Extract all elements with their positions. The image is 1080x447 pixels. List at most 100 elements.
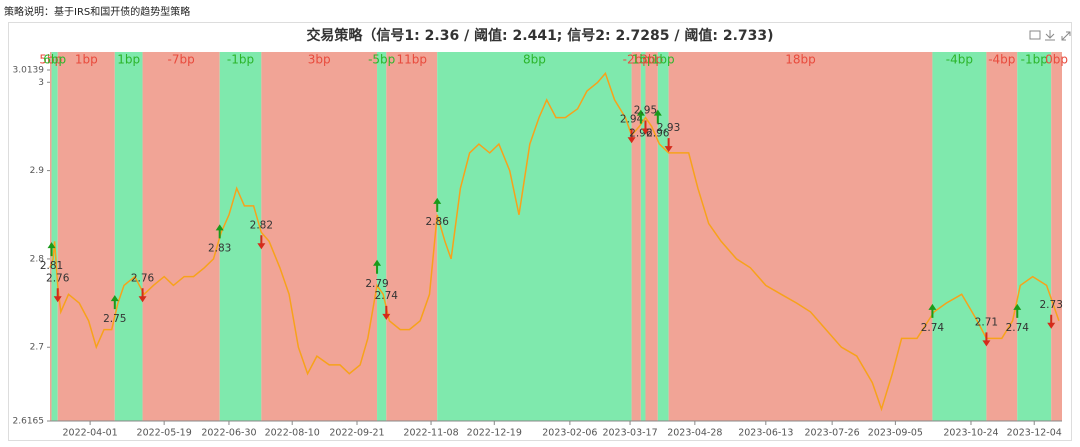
band bbox=[1017, 52, 1052, 421]
band-label: -7bp bbox=[168, 53, 195, 67]
band bbox=[114, 52, 143, 421]
x-tick-label: 2023-12-04 bbox=[1007, 428, 1062, 439]
bands bbox=[50, 52, 1062, 421]
sell-arrow bbox=[1047, 314, 1056, 329]
sell-arrow bbox=[53, 288, 62, 303]
toolbox-zoom[interactable] bbox=[1061, 31, 1071, 41]
sell-arrow bbox=[982, 332, 991, 347]
buy-arrow bbox=[215, 224, 224, 239]
x-tick-label: 2023-10-24 bbox=[943, 428, 998, 439]
band-label: 1bp bbox=[75, 53, 98, 67]
band bbox=[645, 52, 658, 421]
y-tick-label: 2.9 bbox=[30, 166, 45, 176]
band-label: 18bp bbox=[785, 53, 816, 67]
sell-arrow bbox=[664, 138, 673, 153]
x-tick-label: 2023-09-05 bbox=[868, 428, 923, 439]
band bbox=[657, 52, 669, 421]
y-tick-label: 3 bbox=[38, 78, 44, 88]
x-tick-label: 2022-12-19 bbox=[467, 428, 522, 439]
buy-arrow bbox=[1013, 303, 1022, 318]
buy-arrow bbox=[433, 197, 442, 212]
band-label: -1bp bbox=[1021, 53, 1048, 67]
band-label: -2bp bbox=[623, 53, 650, 67]
band bbox=[377, 52, 387, 421]
description: 策略说明：基于IRS和国开债的趋势型策略 bbox=[4, 7, 191, 18]
band-label: 5bp bbox=[39, 53, 62, 67]
x-tick-label: 2022-08-10 bbox=[265, 428, 320, 439]
signal-label: 2.74 bbox=[1006, 322, 1030, 334]
y-tick-label: 3.0139 bbox=[13, 66, 45, 76]
signal-label: 2.82 bbox=[250, 219, 273, 231]
band-label: 1bp bbox=[652, 53, 675, 67]
buy-arrow bbox=[47, 242, 56, 257]
band bbox=[932, 52, 987, 421]
signal-label: 2.79 bbox=[365, 278, 388, 290]
signal-label: 2.73 bbox=[1040, 299, 1063, 311]
band bbox=[668, 52, 933, 421]
band bbox=[142, 52, 220, 421]
toolbox-view[interactable] bbox=[1029, 30, 1041, 40]
band-label: 3bp bbox=[308, 53, 331, 67]
signal-label: 2.86 bbox=[426, 216, 450, 228]
x-tick-label: 2022-09-21 bbox=[329, 428, 384, 439]
toolbox-save[interactable] bbox=[1045, 30, 1055, 41]
chart-title: 交易策略（信号1: 2.36 / 阈值: 2.441; 信号2: 2.7285 … bbox=[306, 27, 773, 44]
x-tick-label: 2022-11-08 bbox=[403, 428, 458, 439]
signal-label: 2.76 bbox=[131, 272, 155, 284]
sell-arrow bbox=[138, 288, 147, 303]
band-label: 1bp bbox=[632, 53, 655, 67]
y-tick-label: 2.7 bbox=[30, 343, 44, 353]
band bbox=[640, 52, 646, 421]
signal-label: 2.74 bbox=[921, 322, 945, 334]
band bbox=[986, 52, 1018, 421]
band bbox=[50, 52, 52, 421]
band bbox=[1051, 52, 1062, 421]
band bbox=[437, 52, 632, 421]
sell-arrow bbox=[641, 120, 650, 135]
x-tick-label: 2023-07-26 bbox=[805, 428, 860, 439]
signal-label: 2.74 bbox=[375, 290, 399, 302]
band bbox=[51, 52, 58, 421]
buy-arrow bbox=[928, 303, 937, 318]
buy-arrow bbox=[636, 109, 645, 124]
buy-arrow bbox=[653, 109, 662, 124]
band-label: -1bp bbox=[227, 53, 254, 67]
signal-label: 2.95 bbox=[634, 104, 657, 116]
band-label: -4bp bbox=[946, 53, 973, 67]
x-tick-label: 2022-06-30 bbox=[201, 428, 256, 439]
x-tick-label: 2023-03-17 bbox=[602, 428, 657, 439]
signal-label: 2.75 bbox=[103, 313, 126, 325]
signal-label: 2.83 bbox=[208, 242, 231, 254]
signal-label: 2.96 bbox=[646, 128, 670, 140]
y-tick-label: 2.8 bbox=[30, 254, 45, 264]
price-line bbox=[49, 71, 1060, 412]
signal-label: 2.94 bbox=[620, 113, 644, 125]
band bbox=[386, 52, 438, 421]
sell-arrow bbox=[382, 305, 391, 320]
buy-arrow bbox=[110, 295, 119, 310]
band-label: 11bp bbox=[397, 53, 428, 67]
band-label: 1bp bbox=[117, 53, 140, 67]
x-tick-label: 2023-06-13 bbox=[738, 428, 793, 439]
signal-label: 2.93 bbox=[657, 122, 680, 134]
signal-label: 2.71 bbox=[975, 316, 998, 328]
band bbox=[57, 52, 115, 421]
toolbox[interactable] bbox=[1029, 30, 1071, 41]
x-tick-label: 2022-05-19 bbox=[137, 428, 192, 439]
sell-arrow bbox=[627, 129, 636, 144]
chart-frame bbox=[8, 22, 1072, 441]
band-label: -4bp bbox=[988, 53, 1015, 67]
signal-label: 2.81 bbox=[40, 260, 63, 272]
x-tick-label: 2022-04-01 bbox=[63, 428, 118, 439]
y-tick-label: 2.6165 bbox=[13, 417, 45, 427]
band-label: 8bp bbox=[523, 53, 546, 67]
buy-arrow bbox=[373, 259, 382, 274]
band bbox=[219, 52, 262, 421]
signal-label: 2.76 bbox=[46, 272, 70, 284]
x-tick-label: 2023-04-28 bbox=[667, 428, 722, 439]
x-tick-label: 2023-02-06 bbox=[542, 428, 597, 439]
band-label: 0bp bbox=[1045, 53, 1068, 67]
band bbox=[631, 52, 641, 421]
